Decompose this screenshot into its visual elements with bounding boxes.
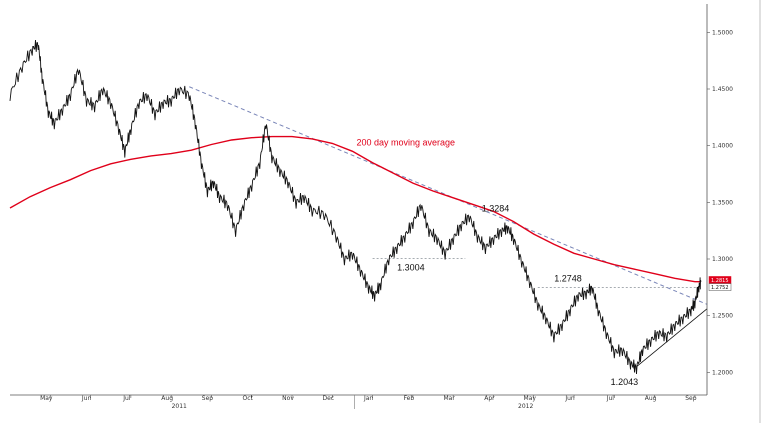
- x-tick-label-0: May: [40, 395, 53, 402]
- x-tick-label-2: Jul: [122, 395, 131, 402]
- x-tick-label-4: Sep: [202, 395, 214, 402]
- y-tick-label-3: 1.3500: [712, 199, 733, 206]
- ma-200-label: 200 day moving average: [356, 138, 455, 148]
- moving-average-layer: [9, 135, 701, 283]
- ma-200-line: [9, 135, 701, 283]
- x-tick-label-9: Feb: [404, 395, 415, 402]
- x-tick-label-12: May: [524, 395, 537, 402]
- x-tick-label-13: Jun: [564, 395, 575, 402]
- annotation-label-2: 1.2748: [554, 274, 582, 284]
- x-tick-label-5: Oct: [243, 395, 254, 402]
- annotations-layer: 1.3004 1.3284 1.2748 1.2043 200 day moving a…: [356, 138, 638, 387]
- axes-layer: 1.5000 1.4500 1.4000 1.3500 1.3000 1.2500 1.20…: [10, 0, 761, 423]
- horizontal-levels: [372, 258, 701, 288]
- x-tick-label-1: Jun: [81, 395, 92, 402]
- x-tick-label-16: Sep: [685, 395, 697, 402]
- annotation-label-3: 1.2043: [611, 377, 639, 387]
- price-badge-label-0: 1.2815: [711, 278, 729, 284]
- y-tick-label-4: 1.3000: [712, 256, 733, 263]
- annotation-label-0: 1.3004: [397, 262, 425, 272]
- y-tick-label-0: 1.5000: [712, 29, 733, 36]
- x-tick-label-6: Nov: [282, 395, 294, 402]
- x-tick-label-3: Aug: [161, 395, 173, 402]
- support-trend-line: [636, 308, 708, 367]
- y-tick-label-1: 1.4500: [712, 86, 733, 93]
- price-badge-label-1: 1.2752: [711, 285, 729, 291]
- price-line: [9, 39, 702, 375]
- y-tick-label-5: 1.2500: [712, 313, 733, 320]
- x-year-label-0: 2011: [172, 403, 187, 410]
- x-tick-label-15: Aug: [645, 395, 657, 402]
- x-year-label-1: 2012: [518, 403, 533, 410]
- y-tick-label-6: 1.2000: [712, 369, 733, 376]
- x-tick-label-8: Jan: [363, 395, 373, 402]
- x-tick-label-7: Dec: [322, 395, 334, 402]
- x-tick-label-10: Mar: [444, 395, 456, 402]
- price-layer: [9, 39, 702, 375]
- price-badge-1: [708, 283, 732, 291]
- annotation-label-1: 1.3284: [482, 203, 510, 213]
- y-tick-label-2: 1.4000: [712, 143, 733, 150]
- x-tick-label-14: Jul: [606, 395, 615, 402]
- x-tick-label-11: Apr: [484, 395, 495, 402]
